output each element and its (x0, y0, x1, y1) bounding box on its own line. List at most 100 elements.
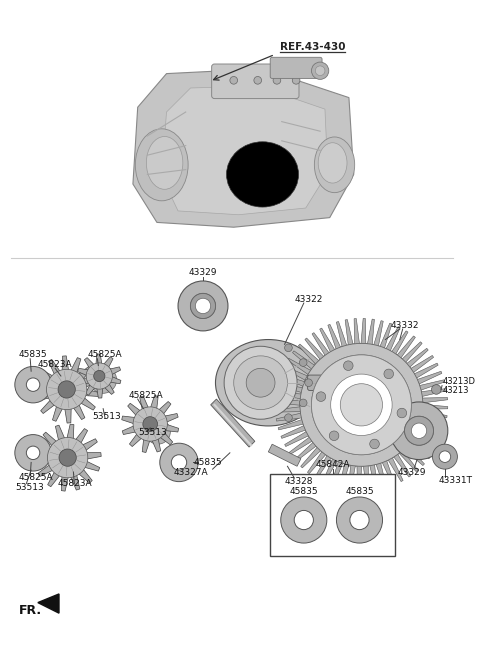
Circle shape (15, 434, 51, 471)
Circle shape (300, 399, 307, 407)
Circle shape (411, 423, 427, 438)
Text: 45835: 45835 (193, 458, 222, 467)
Circle shape (133, 407, 168, 441)
Text: REF.43-430: REF.43-430 (280, 42, 345, 52)
Text: 43322: 43322 (294, 295, 323, 304)
Text: 45825A: 45825A (128, 391, 163, 399)
Text: 45835: 45835 (345, 487, 374, 496)
Circle shape (94, 371, 105, 382)
Circle shape (432, 444, 457, 469)
Text: 43329: 43329 (189, 268, 217, 277)
FancyBboxPatch shape (270, 57, 322, 78)
Ellipse shape (146, 137, 183, 189)
Circle shape (300, 359, 307, 367)
Text: 45835: 45835 (19, 350, 48, 359)
Polygon shape (211, 399, 255, 447)
Circle shape (160, 443, 198, 482)
Circle shape (58, 381, 75, 398)
Ellipse shape (227, 142, 299, 207)
Circle shape (26, 378, 40, 392)
Text: 45825A: 45825A (19, 473, 53, 482)
Ellipse shape (216, 340, 321, 426)
Circle shape (305, 379, 312, 386)
Text: 53513: 53513 (15, 483, 44, 492)
Polygon shape (38, 594, 59, 613)
Circle shape (26, 446, 40, 459)
Circle shape (405, 417, 433, 445)
Ellipse shape (314, 137, 355, 193)
Circle shape (340, 384, 383, 426)
Circle shape (153, 427, 163, 436)
Circle shape (294, 510, 313, 530)
Text: 45835: 45835 (289, 487, 318, 496)
Text: 43213D: 43213D (443, 377, 476, 386)
Circle shape (90, 367, 117, 394)
Circle shape (397, 408, 407, 418)
Ellipse shape (135, 129, 188, 201)
Polygon shape (78, 354, 121, 398)
Circle shape (281, 497, 327, 543)
Circle shape (246, 369, 275, 397)
Circle shape (15, 367, 51, 403)
Text: 45825A: 45825A (88, 350, 122, 359)
Circle shape (312, 355, 411, 455)
Polygon shape (162, 86, 328, 215)
Polygon shape (268, 444, 301, 466)
Bar (270, 474, 395, 556)
Circle shape (312, 62, 329, 79)
Circle shape (439, 451, 451, 463)
Circle shape (370, 439, 379, 449)
Text: 43332: 43332 (390, 321, 419, 330)
Circle shape (336, 497, 383, 543)
Circle shape (273, 76, 281, 84)
Polygon shape (34, 424, 101, 491)
Circle shape (384, 369, 394, 378)
Circle shape (331, 374, 392, 436)
Circle shape (432, 384, 441, 394)
Circle shape (285, 414, 292, 422)
Circle shape (316, 392, 326, 401)
Circle shape (178, 281, 228, 331)
Ellipse shape (318, 143, 347, 183)
Circle shape (224, 346, 297, 419)
Circle shape (48, 438, 88, 478)
Circle shape (405, 417, 433, 445)
Circle shape (47, 369, 87, 409)
Polygon shape (275, 319, 448, 491)
Circle shape (171, 455, 187, 470)
Text: 53513: 53513 (139, 428, 168, 437)
Circle shape (145, 419, 170, 444)
Text: 43327A: 43327A (173, 468, 208, 476)
FancyBboxPatch shape (308, 375, 340, 390)
Circle shape (312, 355, 411, 455)
Text: 43328: 43328 (285, 477, 313, 486)
Circle shape (98, 375, 108, 384)
Circle shape (329, 431, 339, 441)
Text: FR.: FR. (19, 604, 42, 617)
Polygon shape (133, 69, 354, 227)
Text: 45823A: 45823A (38, 360, 72, 369)
Text: 53513: 53513 (93, 412, 121, 421)
Text: 45823A: 45823A (57, 479, 92, 488)
Text: 43329: 43329 (398, 468, 427, 476)
Circle shape (285, 344, 292, 351)
Polygon shape (122, 396, 179, 453)
FancyBboxPatch shape (212, 64, 299, 99)
Circle shape (59, 449, 76, 466)
Circle shape (195, 298, 211, 313)
Circle shape (191, 294, 216, 319)
Circle shape (254, 76, 262, 84)
Circle shape (143, 417, 157, 432)
Circle shape (350, 510, 369, 530)
Text: 43213: 43213 (443, 386, 469, 395)
Circle shape (234, 356, 288, 409)
Circle shape (230, 76, 238, 84)
Circle shape (191, 294, 216, 319)
Text: 45842A: 45842A (315, 460, 350, 469)
Circle shape (300, 344, 423, 466)
Circle shape (292, 76, 300, 84)
Circle shape (86, 363, 112, 389)
Circle shape (344, 361, 353, 371)
Circle shape (315, 66, 325, 76)
Polygon shape (33, 356, 100, 423)
